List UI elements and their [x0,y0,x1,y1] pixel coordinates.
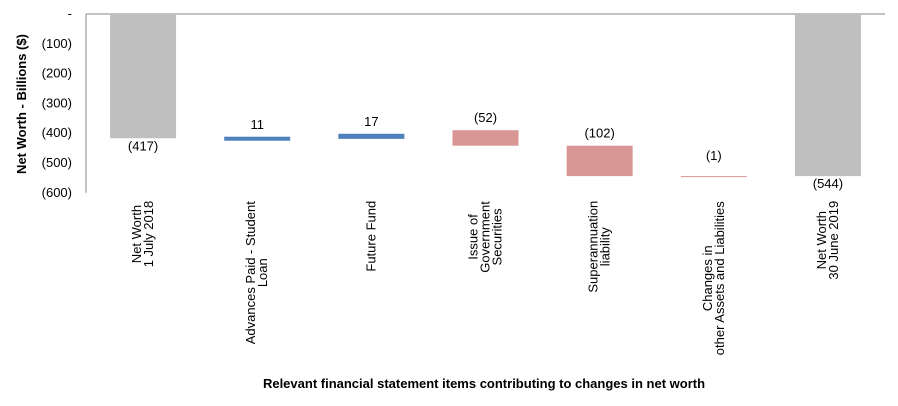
y-tick-label: (200) [42,66,72,81]
category-label-line: Changes in [700,245,715,311]
category-label: Superannuationliability [586,201,613,293]
category-label-line: Securities [490,208,505,266]
data-label: 11 [250,117,264,132]
total-bar [110,14,177,139]
category-label-line: 1 July 2018 [141,201,156,267]
category-label-line: Superannuation [586,201,601,293]
data-label: (52) [474,110,497,125]
category-label: Net Worth30 June 2019 [814,201,841,280]
category-label-line: other Assets and Liabilities [712,201,727,355]
y-tick-label: (400) [42,125,72,140]
category-label-line: Loan [255,258,270,287]
y-tick-label: (300) [42,95,72,110]
x-axis-title: Relevant financial statement items contr… [263,376,705,391]
decrease-bar [452,130,519,146]
decrease-bar [566,145,633,177]
plot-area: - (100) (200) (300) (400) (500) (600) (417) Net … [42,6,885,355]
data-label: (1) [706,148,722,163]
data-label: (417) [128,138,158,153]
category-label: Net Worth1 July 2018 [129,201,156,267]
data-label: 17 [364,114,378,129]
increase-bar [338,133,405,139]
data-label: (544) [813,176,843,191]
category-label-line: Future Fund [363,201,378,272]
category-label-line: Advances Paid - Student [243,201,258,344]
y-tick-label: (500) [42,155,72,170]
category-label: Advances Paid - StudentLoan [243,201,270,344]
category-label-line: Net Worth [129,205,144,263]
data-label: (102) [584,126,614,141]
y-tick-label: (600) [42,185,72,200]
total-bar [794,14,861,177]
category-label: Issue ofGovernmentSecurities [466,201,505,273]
category-label: Future Fund [363,201,378,272]
y-tick-label: - [68,6,72,21]
increase-bar [224,136,291,141]
category-label-line: Government [478,201,493,273]
y-tick-label: (100) [42,36,72,51]
category-label-line: 30 June 2019 [826,201,841,280]
y-axis-title: Net Worth - Billions ($) [14,34,29,174]
category-label-line: Issue of [466,214,481,260]
category-label-line: Net Worth [814,211,829,269]
decrease-bar [680,176,747,178]
category-label: Changes inother Assets and Liabilities [700,201,727,355]
category-label-line: liability [598,227,613,267]
